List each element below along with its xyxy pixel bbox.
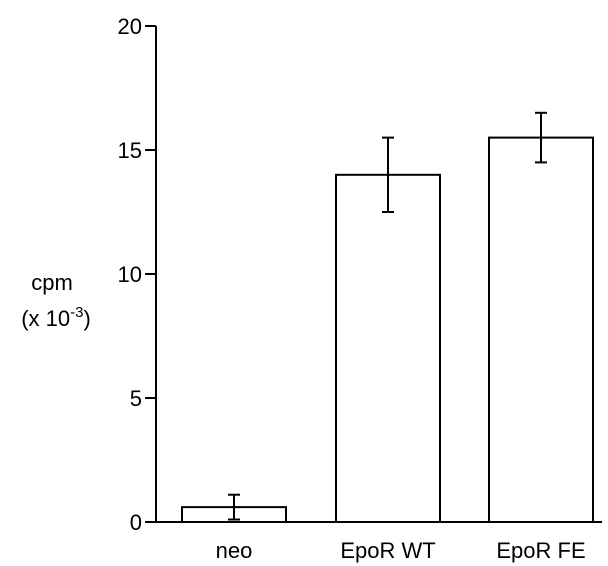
x-tick-label: EpoR WT: [340, 538, 435, 563]
y-ticks: 0 5 10 15 20: [118, 14, 156, 535]
bar-epor-fe: [488, 136, 594, 523]
bar-epor-wt: [335, 173, 441, 524]
x-tick-label: EpoR FE: [496, 538, 585, 563]
y-axis-label-exponent: -3: [70, 304, 83, 321]
x-tick-label: neo: [216, 538, 253, 563]
error-bars: [228, 111, 547, 521]
y-axis-label-prefix: (x 10: [21, 306, 70, 331]
y-tick-label: 5: [130, 386, 142, 411]
y-axis-label-suffix: ): [83, 306, 90, 331]
bars: [181, 136, 594, 524]
y-tick-label: 20: [118, 14, 142, 39]
x-tick-labels: neo EpoR WT EpoR FE: [216, 538, 586, 563]
y-axis-label: cpm (x 10-3): [21, 270, 91, 331]
y-tick-label: 15: [118, 138, 142, 163]
y-tick-label: 0: [130, 510, 142, 535]
y-axis-label-line2: (x 10-3): [21, 304, 91, 331]
y-tick-label: 10: [118, 262, 142, 287]
y-axis-label-line1: cpm: [31, 270, 73, 295]
